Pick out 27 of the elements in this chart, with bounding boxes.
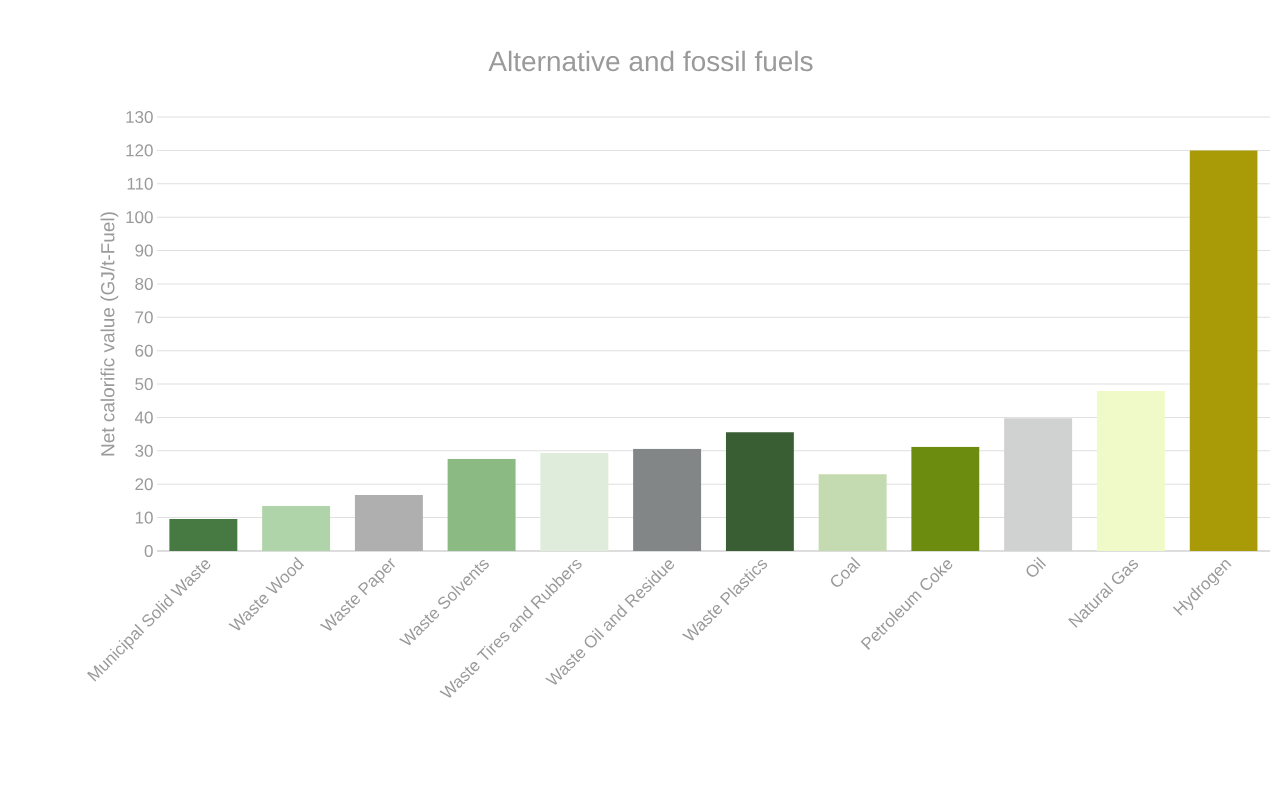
bar <box>633 448 702 551</box>
bar <box>818 474 887 551</box>
y-tick-label: 90 <box>135 244 153 257</box>
bar <box>1189 150 1258 551</box>
y-tick-label: 30 <box>135 444 153 457</box>
y-tick-label: 70 <box>135 311 153 324</box>
y-tick-label: 10 <box>135 511 153 524</box>
y-tick-label: 80 <box>135 277 153 290</box>
y-tick-label: 20 <box>135 478 153 491</box>
bar <box>354 494 423 551</box>
bar <box>1096 391 1165 551</box>
y-tick-label: 0 <box>144 544 153 558</box>
y-tick-label: 60 <box>135 344 153 357</box>
y-tick-label: 100 <box>126 211 153 224</box>
y-tick-label: 110 <box>127 177 153 190</box>
y-axis-title: Net calorific value (GJ/t-Fuel) <box>100 212 119 456</box>
bar <box>725 432 794 551</box>
x-tick-label: Oil <box>1026 556 1047 577</box>
chart-title: Alternative and fossil fuels <box>488 50 813 72</box>
bar <box>447 458 516 551</box>
y-tick-label: 50 <box>135 378 153 391</box>
y-tick-label: 120 <box>126 144 153 157</box>
bar <box>911 446 980 551</box>
bar <box>262 505 331 551</box>
bar <box>169 518 238 551</box>
y-tick-label: 130 <box>126 110 153 124</box>
y-tick-label: 40 <box>134 411 153 424</box>
